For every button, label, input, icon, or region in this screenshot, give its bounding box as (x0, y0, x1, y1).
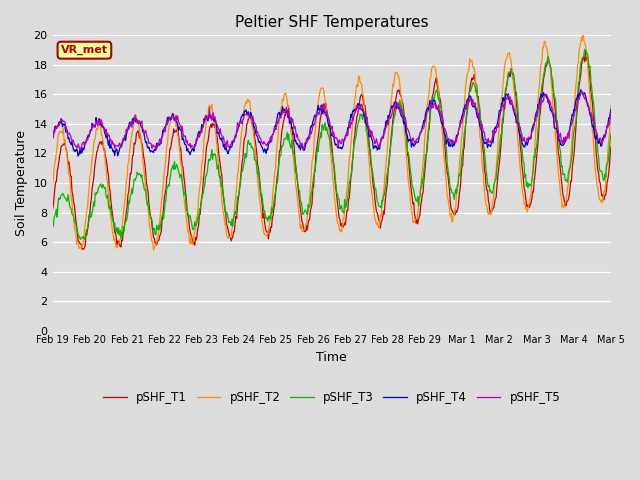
pSHF_T3 (174, 164, 182, 170)
pSHF_T2 (59, 131, 67, 137)
pSHF_T4 (74, 153, 82, 159)
pSHF_T5 (578, 88, 586, 94)
Y-axis label: Soil Temperature: Soil Temperature (15, 130, 28, 236)
pSHF_T1 (59, 143, 67, 148)
pSHF_T2 (401, 130, 408, 135)
pSHF_T2 (607, 103, 615, 108)
pSHF_T1 (417, 202, 424, 208)
pSHF_T4 (607, 106, 615, 112)
pSHF_T4 (174, 121, 182, 127)
pSHF_T3 (59, 191, 67, 196)
pSHF_T2 (417, 182, 424, 188)
pSHF_T5 (59, 117, 67, 123)
pSHF_T5 (607, 108, 615, 114)
pSHF_T5 (173, 117, 180, 123)
pSHF_T1 (80, 246, 88, 252)
Line: pSHF_T2: pSHF_T2 (52, 34, 611, 250)
pSHF_T2 (579, 31, 587, 36)
pSHF_T5 (401, 116, 408, 122)
pSHF_T1 (401, 114, 408, 120)
pSHF_T3 (581, 47, 589, 52)
pSHF_T1 (582, 48, 589, 54)
pSHF_T4 (401, 119, 408, 125)
Line: pSHF_T1: pSHF_T1 (52, 51, 611, 249)
pSHF_T5 (116, 143, 124, 148)
pSHF_T1 (49, 206, 56, 212)
pSHF_T2 (174, 131, 182, 137)
Line: pSHF_T4: pSHF_T4 (52, 90, 611, 156)
pSHF_T4 (577, 87, 584, 93)
Title: Peltier SHF Temperatures: Peltier SHF Temperatures (235, 15, 429, 30)
pSHF_T5 (202, 113, 210, 119)
Legend: pSHF_T1, pSHF_T2, pSHF_T3, pSHF_T4, pSHF_T5: pSHF_T1, pSHF_T2, pSHF_T3, pSHF_T4, pSHF… (99, 387, 565, 409)
pSHF_T3 (417, 185, 424, 191)
pSHF_T2 (116, 236, 124, 242)
pSHF_T3 (204, 170, 211, 176)
pSHF_T3 (117, 236, 125, 241)
pSHF_T2 (204, 114, 211, 120)
Line: pSHF_T3: pSHF_T3 (52, 49, 611, 240)
pSHF_T4 (59, 124, 67, 130)
pSHF_T4 (204, 116, 211, 122)
Text: VR_met: VR_met (61, 45, 108, 55)
pSHF_T1 (174, 126, 182, 132)
pSHF_T3 (607, 130, 615, 136)
pSHF_T1 (607, 144, 615, 150)
pSHF_T4 (417, 130, 424, 135)
pSHF_T2 (150, 247, 157, 253)
X-axis label: Time: Time (316, 351, 347, 364)
pSHF_T4 (117, 144, 125, 150)
pSHF_T1 (204, 141, 211, 147)
Line: pSHF_T5: pSHF_T5 (52, 91, 611, 150)
pSHF_T5 (49, 133, 56, 139)
pSHF_T4 (49, 133, 56, 139)
pSHF_T3 (77, 237, 84, 242)
pSHF_T5 (417, 129, 424, 134)
pSHF_T5 (300, 147, 307, 153)
pSHF_T2 (49, 182, 56, 188)
pSHF_T1 (117, 244, 125, 250)
pSHF_T3 (49, 223, 56, 229)
pSHF_T3 (401, 119, 408, 125)
